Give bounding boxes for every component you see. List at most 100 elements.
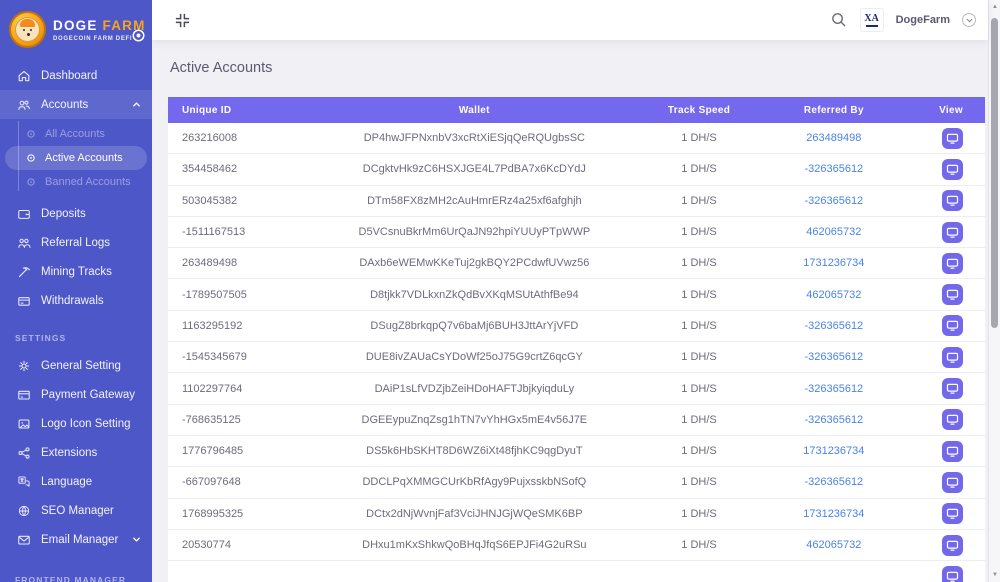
sidebar-item-referral-logs[interactable]: Referral Logs [0, 228, 152, 257]
column-header-referred-by: Referred By [803, 104, 864, 116]
view-button[interactable] [941, 158, 963, 180]
referred-by-link[interactable]: -326365612 [804, 476, 864, 489]
sidebar-item-deposits[interactable]: Deposits [0, 199, 152, 228]
sidebar-item-payment-gateway[interactable]: Payment Gateway [0, 380, 152, 409]
table-header-row: Unique ID Wallet Track Speed Referred By… [168, 97, 985, 123]
user-menu-chevron-icon[interactable] [962, 13, 976, 27]
referred-by-cell: -326365612 [773, 414, 896, 426]
table-row: 263216008 DP4hwJFPNxnbV3xcRtXiESjqQeRQUg… [168, 123, 985, 155]
user-name[interactable]: DogeFarm [895, 14, 950, 26]
view-button[interactable] [941, 315, 963, 337]
table-row: 1102297764 DAiP1sLfVDZjbZeiHDoHAFTJbjkyi… [168, 373, 985, 405]
referred-by-link[interactable]: -326365612 [804, 319, 864, 332]
referred-by-link[interactable]: -326365612 [804, 194, 864, 207]
sidebar-item-seo-manager[interactable]: SEO Manager [0, 496, 152, 525]
view-cell [895, 190, 985, 212]
track-speed-cell: 1 DH/S [681, 382, 717, 395]
referred-by-cell: 1731236734 [773, 445, 896, 457]
gear-icon [17, 359, 31, 373]
view-button[interactable] [941, 252, 963, 274]
payment-card-icon [17, 388, 31, 402]
monitor-icon [946, 352, 959, 363]
monitor-icon [946, 540, 959, 551]
sidebar-item-label: Mining Tracks [41, 265, 112, 278]
sidebar-item-email-manager[interactable]: Email Manager [0, 525, 152, 554]
track-speed-cell: 1 DH/S [681, 476, 717, 489]
sidebar-item-mining-tracks[interactable]: Mining Tracks [0, 257, 152, 286]
view-button[interactable] [941, 409, 963, 431]
referred-by-link[interactable]: 462065732 [806, 539, 862, 551]
referred-by-link[interactable]: -326365612 [804, 382, 864, 395]
brand-text: DOGE FARM DOGECOIN FARM DEFI [53, 18, 146, 42]
wallet-cell: DHxu1mKxShkwQoBHqJfqS6EPJFi4G2uRSu [362, 539, 587, 551]
view-cell [895, 127, 985, 149]
referred-by-link[interactable]: 462065732 [806, 226, 862, 239]
accounts-submenu: All Accounts Active Accounts Banned Acco… [0, 119, 152, 199]
monitor-icon [946, 446, 959, 457]
vertical-scrollbar[interactable]: ▲ ▼ [988, 0, 1000, 582]
view-button[interactable] [941, 221, 963, 243]
monitor-icon [946, 321, 959, 332]
table-row-partial [168, 561, 985, 582]
doge-face [15, 17, 40, 42]
view-cell [895, 221, 985, 243]
scroll-up-arrow-icon[interactable]: ▲ [992, 4, 998, 10]
monitor-icon [946, 477, 959, 488]
sidebar-item-general-setting[interactable]: General Setting [0, 351, 152, 380]
referred-by-link[interactable]: 263489498 [806, 132, 862, 145]
referred-by-link[interactable]: 1731236734 [803, 445, 865, 458]
monitor-icon [946, 415, 959, 426]
unique-id-cell: 20530774 [182, 539, 231, 551]
unique-id-cell: 1768995325 [182, 507, 244, 520]
scrollbar-thumb[interactable] [991, 18, 998, 328]
referred-by-link[interactable]: 462065732 [806, 288, 862, 301]
referred-by-link[interactable]: 1731236734 [803, 507, 865, 520]
sidebar-item-withdrawals[interactable]: Withdrawals [0, 286, 152, 315]
view-button[interactable] [941, 284, 963, 306]
unique-id-cell: -768635125 [182, 413, 241, 426]
view-button[interactable] [941, 127, 963, 149]
view-button[interactable] [941, 534, 963, 556]
sidebar-item-logo-icon-setting[interactable]: Logo Icon Setting [0, 409, 152, 438]
sidebar-item-language[interactable]: Language [0, 467, 152, 496]
sidebar-item-extensions[interactable]: Extensions [0, 438, 152, 467]
monitor-icon [946, 133, 959, 144]
sidebar-item-dashboard[interactable]: Dashboard [0, 61, 152, 90]
scroll-down-arrow-icon[interactable]: ▼ [992, 572, 998, 578]
sidebar-item-banned-accounts[interactable]: Banned Accounts [0, 170, 152, 194]
chevron-down-icon [131, 534, 142, 545]
view-button[interactable] [941, 503, 963, 525]
unique-id-cell: 354458462 [182, 163, 238, 176]
brand-tagline: DOGECOIN FARM DEFI [53, 35, 133, 42]
active-accounts-table: Unique ID Wallet Track Speed Referred By… [168, 97, 985, 582]
unique-id-cell: 503045382 [182, 194, 238, 207]
referred-by-link[interactable]: 1731236734 [803, 257, 865, 270]
view-button[interactable] [941, 346, 963, 368]
referred-by-link[interactable]: -326365612 [804, 163, 864, 176]
table-row: 1776796485 DS5k6HbSKHT8D6WZ6iXt48fjhKC9q… [168, 435, 985, 468]
referred-by-link[interactable]: -326365612 [804, 413, 864, 426]
settings-section-label: SETTINGS [15, 333, 67, 343]
search-icon[interactable] [830, 11, 848, 29]
view-button[interactable] [941, 471, 963, 493]
collapse-layout-button[interactable] [172, 10, 192, 30]
table-row: -667097648 DDCLPqXMMGCUrKbRfAgy9Pujxsskb… [168, 467, 985, 499]
sidebar-item-accounts[interactable]: Accounts [0, 90, 152, 119]
frontend-section-label: FRONTEND MANAGER [15, 575, 127, 582]
wallet-cell: DCtx2dNjWvnjFaf3VciJHNJGjWQeSMK6BP [366, 507, 583, 520]
sidebar-item-label: Deposits [41, 207, 86, 220]
view-button[interactable] [941, 190, 963, 212]
sidebar-item-active-accounts[interactable]: Active Accounts [5, 146, 147, 170]
view-button[interactable] [941, 565, 963, 582]
view-button[interactable] [941, 378, 963, 400]
view-button[interactable] [941, 440, 963, 462]
sidebar-pin-icon[interactable] [131, 28, 146, 43]
table-row: -1789507505 D8tjkk7VDLkxnZkQdBvXKqMSUtAt… [168, 279, 985, 311]
user-avatar[interactable]: XA [859, 8, 884, 32]
unique-id-cell: -1511167513 [182, 226, 246, 239]
referred-by-link[interactable]: -326365612 [804, 351, 864, 364]
brand-title: DOGE FARM [53, 17, 146, 33]
view-cell [895, 409, 985, 431]
view-cell [895, 346, 985, 368]
sidebar-item-all-accounts[interactable]: All Accounts [0, 122, 152, 146]
